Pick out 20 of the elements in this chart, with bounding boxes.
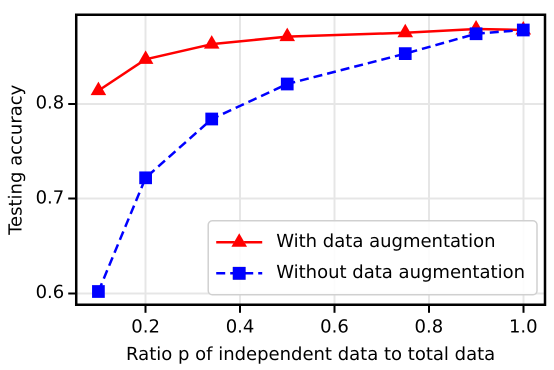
y-axis-title: Testing accuracy <box>5 84 26 236</box>
x-tick-label: 1.0 <box>508 316 538 338</box>
point <box>279 28 296 42</box>
y-tick-label: 0.6 <box>36 282 64 304</box>
point <box>397 24 414 38</box>
point <box>92 285 105 298</box>
legend-label: Without data augmentation <box>276 262 526 283</box>
x-tick-label: 0.4 <box>226 316 254 338</box>
point <box>139 171 152 184</box>
point <box>90 82 106 96</box>
y-tick-label: 0.8 <box>36 92 64 114</box>
point <box>204 35 220 49</box>
x-tick-label: 0.8 <box>414 316 444 338</box>
y-tick-label: 0.7 <box>36 187 64 208</box>
point <box>138 50 154 64</box>
x-tick-label: 0.2 <box>131 316 160 338</box>
point <box>205 112 218 126</box>
x-tick-label: 0.6 <box>320 316 349 338</box>
x-axis-title: Ratio p of independent data to total data <box>126 344 496 365</box>
legend-label: With data augmentation <box>276 230 496 252</box>
